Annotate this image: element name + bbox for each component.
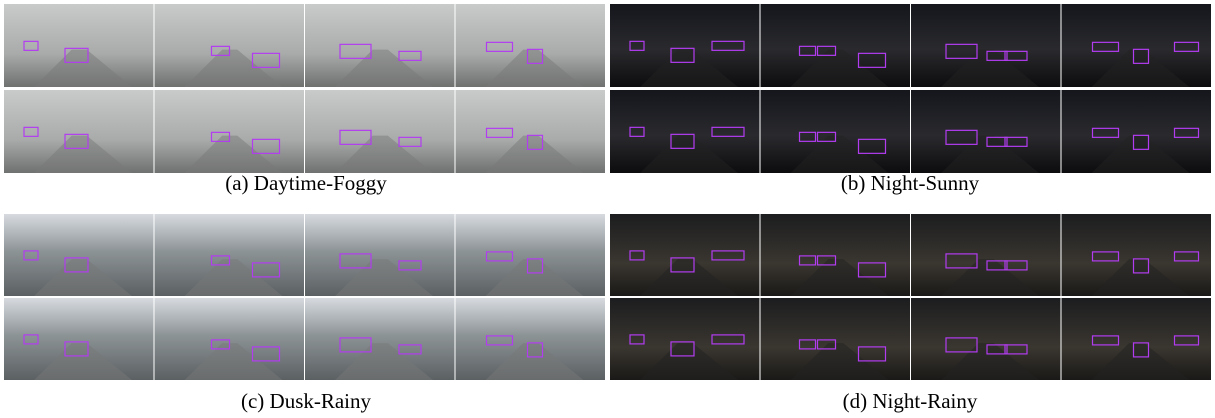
caption: (a) Daytime-Foggy — [225, 171, 387, 195]
caption: (c) Dusk-Rainy — [241, 389, 372, 413]
caption: (b) Night-Sunny — [841, 171, 980, 195]
figure: (a) Daytime-Foggy (b) Night-Sunny (c) Du… — [0, 0, 1215, 418]
caption: (d) Night-Rainy — [843, 389, 978, 413]
